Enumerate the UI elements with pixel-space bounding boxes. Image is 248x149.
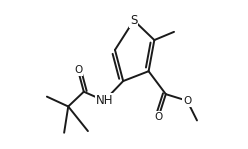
Text: NH: NH [95,94,113,107]
Text: O: O [183,96,191,106]
Text: O: O [74,65,82,75]
Text: S: S [130,14,138,27]
Text: O: O [154,112,163,122]
